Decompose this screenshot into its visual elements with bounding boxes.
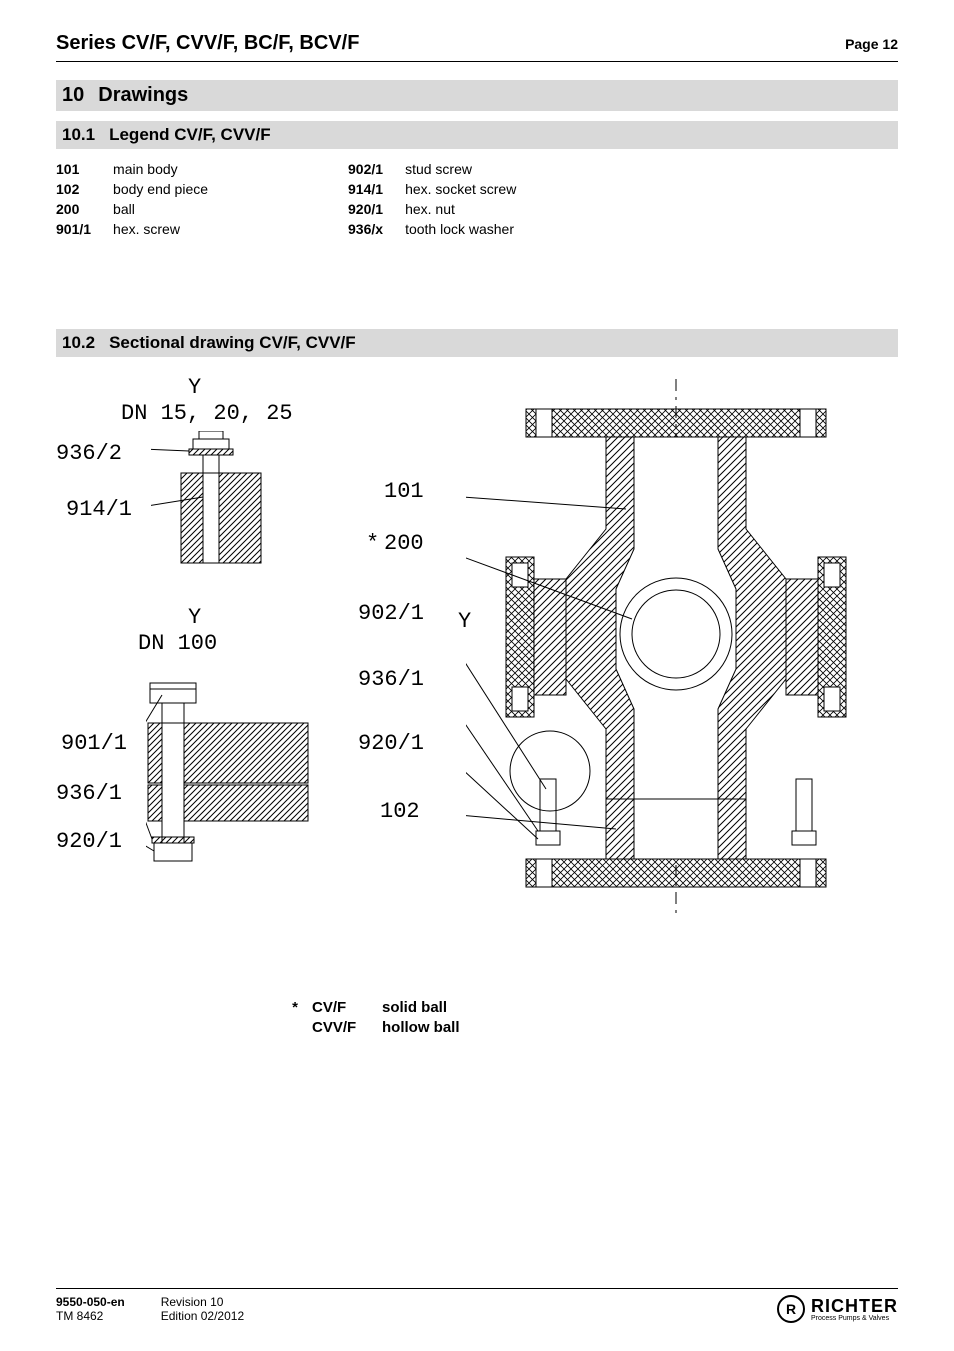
section-10-1-num: 10.1	[62, 125, 95, 145]
label-936-1-left: 936/1	[56, 781, 122, 806]
legend-label: hex. socket screw	[405, 179, 516, 199]
legend-label: hex. screw	[113, 219, 208, 239]
footnote-row: CVV/F hollow ball	[286, 1019, 898, 1036]
sectional-main-svg	[466, 379, 886, 919]
drawing-area: Y DN 15, 20, 25 936/2 914/1 Y	[56, 369, 898, 989]
logo-mark-icon: R	[777, 1295, 805, 1323]
legend-code: 936/x	[348, 219, 405, 239]
footer-rule	[56, 1288, 898, 1289]
legend-label: stud screw	[405, 159, 516, 179]
footnote-text: hollow ball	[382, 1019, 460, 1036]
label-920-1-left: 920/1	[56, 829, 122, 854]
legend-row: 200ball	[56, 199, 208, 219]
brand-logo: R RICHTER Process Pumps & Valves	[777, 1295, 898, 1323]
logo-tagline: Process Pumps & Valves	[811, 1315, 898, 1322]
legend-code: 102	[56, 179, 113, 199]
logo-name: RICHTER	[811, 1297, 898, 1315]
legend-code: 902/1	[348, 159, 405, 179]
footnote-star: *	[286, 999, 298, 1016]
label-920-1-right: 920/1	[358, 731, 424, 756]
section-10-title: Drawings	[98, 84, 188, 106]
label-902-1: 902/1	[358, 601, 424, 626]
footnote-code: CVV/F	[312, 1019, 368, 1036]
legend-row: 936/xtooth lock washer	[348, 219, 516, 239]
legend-code: 914/1	[348, 179, 405, 199]
legend-row: 101main body	[56, 159, 208, 179]
legend-row: 902/1stud screw	[348, 159, 516, 179]
legend-label: main body	[113, 159, 208, 179]
legend-label: body end piece	[113, 179, 208, 199]
detail-y-small-svg	[151, 431, 301, 581]
legend-row: 102body end piece	[56, 179, 208, 199]
legend-code: 901/1	[56, 219, 113, 239]
legend-row: 901/1hex. screw	[56, 219, 208, 239]
page-number: Page 12	[845, 36, 898, 52]
footnote-star-empty	[286, 1019, 298, 1036]
legend-row: 914/1hex. socket screw	[348, 179, 516, 199]
label-dn-small: DN 15, 20, 25	[121, 401, 293, 426]
legend-col-right: 902/1stud screw 914/1hex. socket screw 9…	[348, 159, 516, 239]
legend-code: 920/1	[348, 199, 405, 219]
label-901-1: 901/1	[61, 731, 127, 756]
section-10-2-heading: 10.2 Sectional drawing CV/F, CVV/F	[56, 329, 898, 357]
section-10-1-heading: 10.1 Legend CV/F, CVV/F	[56, 121, 898, 149]
section-10-heading: 10 Drawings	[56, 80, 898, 111]
label-936-2: 936/2	[56, 441, 122, 466]
legend-columns: 101main body 102body end piece 200ball 9…	[56, 159, 898, 239]
label-200: 200	[384, 531, 424, 556]
footnote-text: solid ball	[382, 999, 447, 1016]
legend-label: tooth lock washer	[405, 219, 516, 239]
label-101: 101	[384, 479, 424, 504]
label-y-mid: Y	[188, 605, 201, 630]
label-star: *	[366, 531, 379, 556]
footnote-row: * CV/F solid ball	[286, 999, 898, 1016]
legend-col-left: 101main body 102body end piece 200ball 9…	[56, 159, 208, 239]
legend-row: 920/1hex. nut	[348, 199, 516, 219]
footer-edition: Edition 02/2012	[161, 1309, 244, 1323]
series-title: Series CV/F, CVV/F, BC/F, BCV/F	[56, 32, 359, 55]
section-10-2-title: Sectional drawing CV/F, CVV/F	[109, 333, 356, 352]
section-10-num: 10	[62, 84, 84, 107]
label-dn-100: DN 100	[138, 631, 217, 656]
footer-doc-number: 9550-050-en	[56, 1295, 125, 1309]
section-10-2-num: 10.2	[62, 333, 95, 353]
legend-code: 200	[56, 199, 113, 219]
legend-label: hex. nut	[405, 199, 516, 219]
label-936-1-right: 936/1	[358, 667, 424, 692]
footnote-block: * CV/F solid ball CVV/F hollow ball	[286, 999, 898, 1036]
footnote-code: CV/F	[312, 999, 368, 1016]
footer-tm: TM 8462	[56, 1309, 125, 1323]
footer-revision: Revision 10	[161, 1295, 244, 1309]
detail-y-dn100-svg	[146, 665, 326, 875]
label-y-top: Y	[188, 375, 201, 400]
label-914-1: 914/1	[66, 497, 132, 522]
legend-code: 101	[56, 159, 113, 179]
legend-label: ball	[113, 199, 208, 219]
page-footer: 9550-050-en TM 8462 Revision 10 Edition …	[56, 1288, 898, 1323]
header-rule	[56, 61, 898, 62]
label-102: 102	[380, 799, 420, 824]
section-10-1-title: Legend CV/F, CVV/F	[109, 125, 271, 144]
